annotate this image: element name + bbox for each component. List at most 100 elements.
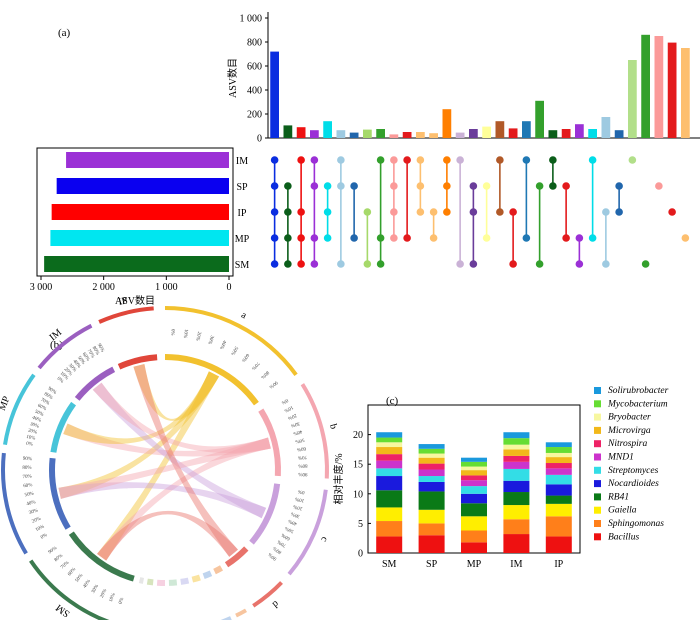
y-tick-label: 15: [353, 460, 363, 471]
chord-tick-label: 70%: [250, 360, 260, 370]
chord-outer-ring: [3, 373, 36, 445]
stacked-bar-chart: 0 5 10 15 20 相对丰度/% SM SP MP IM IP Solirubrobacter M…: [332, 386, 669, 570]
y-tick-label: 0: [358, 549, 363, 560]
chord-ribbon: [92, 382, 267, 519]
stacked-segment: [545, 516, 572, 537]
intersection-tick-label: 0: [257, 134, 262, 145]
intersection-tick-label: 800: [247, 38, 262, 49]
intersection-dot: [297, 156, 305, 164]
chord-sector-arc: [165, 354, 259, 406]
intersection-dot: [390, 182, 398, 190]
stacked-segment: [376, 476, 403, 491]
chord-tick-label: 0%: [40, 533, 48, 541]
legend-swatch: [594, 520, 601, 527]
intersection-dot: [562, 234, 570, 242]
set-axis-label: ASV数目: [115, 294, 155, 307]
chord-tick-label: 70%: [86, 349, 95, 359]
intersection-dot: [337, 156, 345, 164]
set-name-label: IP: [238, 208, 247, 219]
intersection-bar: [535, 100, 544, 138]
chord-tick-label: 80%: [43, 392, 53, 401]
intersection-bar: [310, 130, 319, 138]
intersection-dot: [284, 260, 292, 268]
chord-tick-label: 10%: [295, 496, 305, 503]
intersection-bar: [561, 129, 571, 138]
intersection-bar: [495, 121, 505, 138]
chord-tick-label: 50%: [229, 345, 238, 355]
chord-group-label: IP: [117, 295, 129, 308]
stacked-segment: [418, 491, 445, 510]
intersection-dot: [337, 182, 345, 190]
chord-outer-ring: [235, 608, 247, 618]
intersection-bar: [482, 126, 491, 138]
chord-tick-label: 60%: [81, 352, 90, 362]
chord-tick-label: 50%: [284, 525, 294, 533]
chord-ribbon: [97, 437, 271, 561]
chord-ribbon: [133, 363, 238, 557]
chord-tick-label: 50%: [24, 492, 34, 499]
chord-tick-label: 0%: [26, 442, 33, 448]
chord-outer-ring: [252, 581, 283, 608]
intersection-bar: [588, 129, 597, 138]
intersection-axis-label: ASV数目: [226, 58, 239, 98]
intersection-dot: [681, 234, 690, 242]
intersection-dot: [376, 260, 385, 268]
intersection-bar: [522, 121, 531, 138]
chord-tick-label: 70%: [60, 561, 70, 571]
intersection-dot: [615, 182, 623, 190]
stacked-segment: [545, 452, 572, 458]
set-size-bar: [44, 256, 230, 272]
chord-tick-label: 30%: [91, 584, 100, 594]
stacked-segment: [503, 438, 530, 445]
x-tick-label: MP: [467, 559, 482, 570]
chord-sector-arc: [191, 574, 201, 583]
intersection-bar: [601, 117, 611, 138]
intersection-dot: [615, 208, 623, 216]
intersection-dot: [628, 156, 637, 164]
legend-swatch: [594, 506, 601, 514]
chord-tick-label: 50%: [76, 355, 86, 365]
chord-ribbon: [97, 510, 238, 561]
stacked-segment: [503, 505, 530, 520]
intersection-bar: [654, 36, 664, 138]
upset-membership-matrix: [270, 156, 690, 268]
intersection-dot: [284, 234, 292, 242]
stacked-segment: [418, 476, 445, 482]
chord-tick-label: 80%: [259, 369, 269, 379]
set-name-label: SP: [236, 182, 248, 193]
stacked-segment: [461, 530, 487, 543]
chord-tick-label: 20%: [63, 367, 73, 377]
intersection-dot: [509, 208, 517, 216]
chord-sector-arc: [74, 366, 116, 401]
chord-outer-ring: [37, 323, 93, 370]
chord-tick-label: 30%: [290, 420, 300, 428]
stacked-segment: [376, 437, 403, 443]
chord-sector-arc: [249, 483, 281, 545]
chord-sector-arc: [50, 401, 77, 453]
chord-tick-label: 10%: [283, 404, 293, 413]
chord-group-label: MP: [0, 394, 13, 412]
chord-tick-label: 10%: [182, 329, 188, 339]
intersection-dot: [575, 260, 584, 268]
legend-label: MND1: [607, 453, 634, 463]
intersection-dot: [297, 234, 305, 242]
intersection-dot: [270, 182, 279, 190]
intersection-dot: [482, 182, 491, 190]
chord-tick-label: 10%: [109, 593, 117, 603]
intersection-bar: [508, 128, 518, 138]
chord-tick-label: 40%: [71, 359, 81, 369]
x-tick-label: SP: [426, 559, 438, 570]
stacked-segment: [545, 463, 572, 469]
intersection-bar: [575, 124, 584, 138]
legend-swatch: [594, 387, 601, 394]
intersection-dot: [390, 156, 398, 164]
intersection-bar: [336, 130, 346, 138]
stacked-segment: [376, 447, 403, 455]
intersection-dot: [602, 208, 610, 216]
chord-tick-label: 40%: [218, 339, 226, 349]
stacked-segment: [545, 536, 572, 553]
chord-tick-label: 70%: [40, 398, 50, 407]
intersection-dot: [416, 182, 425, 190]
legend-swatch: [594, 453, 601, 461]
